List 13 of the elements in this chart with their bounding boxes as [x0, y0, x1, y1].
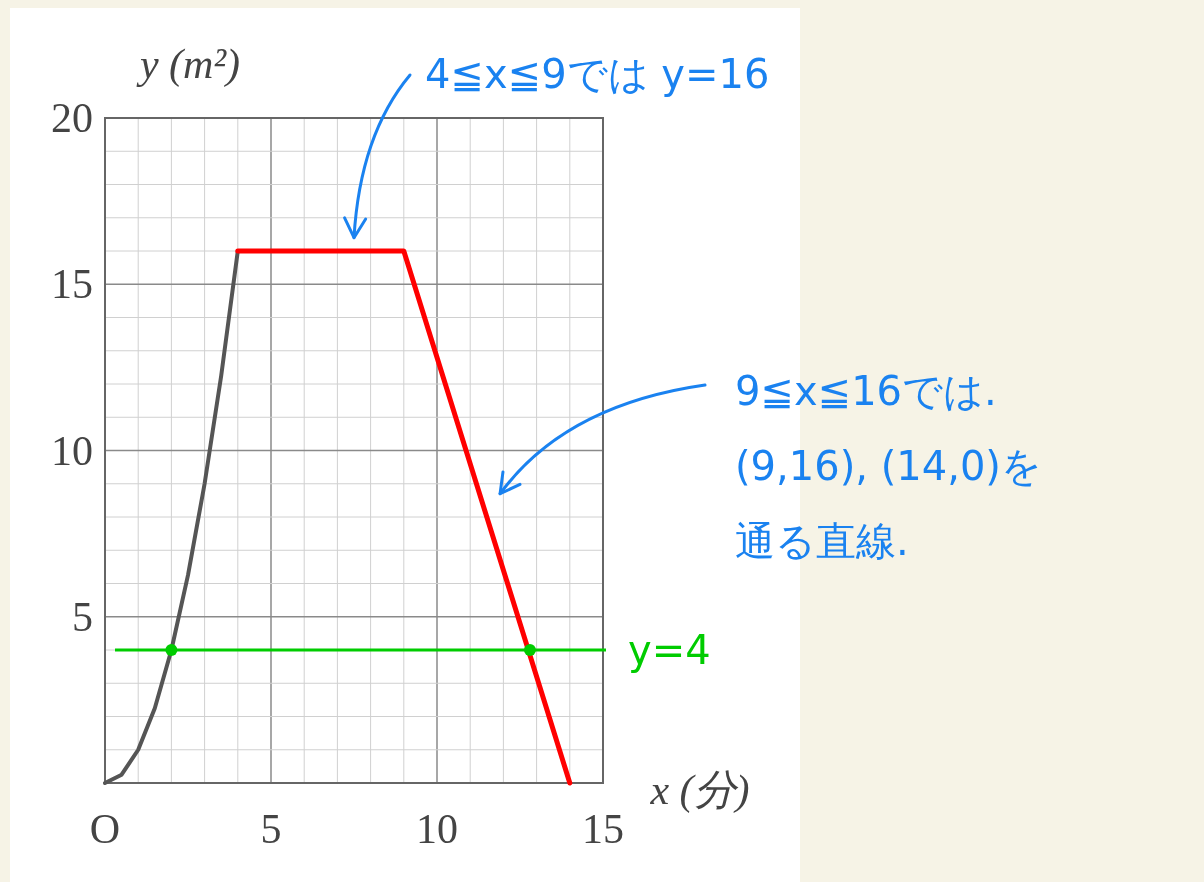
text: 9≦x≦16では.(9,16), (14,0)を通る直線. — [735, 368, 1042, 564]
x-tick-label: 10 — [416, 806, 458, 852]
y-tick-label: 10 — [51, 427, 93, 474]
y-tick-label: 5 — [72, 593, 93, 640]
x-axis-title: x (分) — [649, 767, 750, 814]
y-tick-label: 15 — [51, 261, 93, 308]
ref-line-label: y=4 — [628, 627, 711, 673]
y-axis-title: y (m²) — [135, 41, 241, 88]
y-tick-label: 20 — [51, 95, 93, 141]
text: 4≦x≦9では y=16 — [425, 51, 770, 97]
x-tick-label: 15 — [582, 806, 624, 852]
x-tick-label: O — [89, 806, 121, 852]
x-tick-label: 5 — [260, 806, 282, 852]
